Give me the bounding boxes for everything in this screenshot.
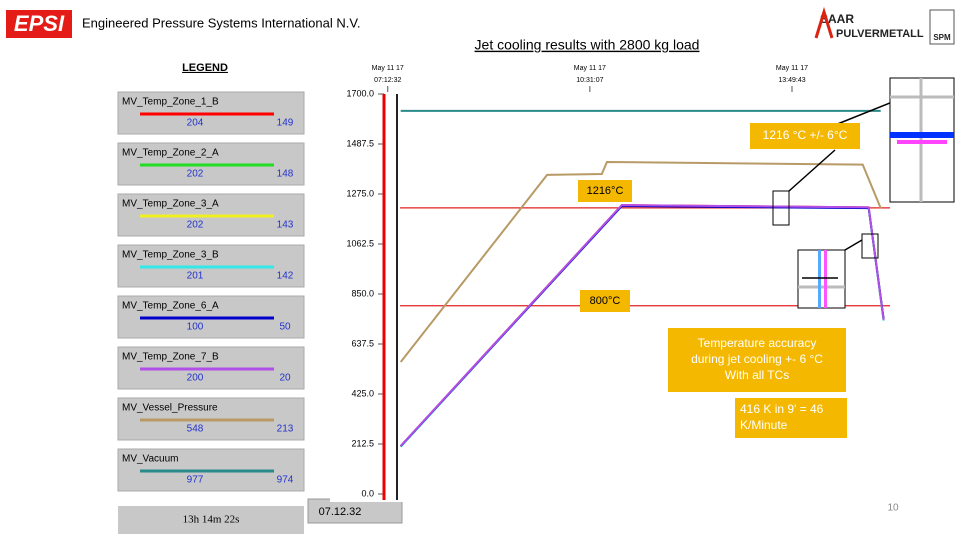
y-tick-label: 850.0 [351, 288, 374, 298]
plot [399, 109, 890, 448]
zoom-marker [861, 233, 879, 259]
legend-value: 213 [277, 424, 294, 435]
inset-line [897, 140, 947, 144]
legend-label: MV_Vessel_Pressure [122, 403, 218, 414]
legend-label: MV_Temp_Zone_6_A [122, 301, 219, 312]
x-tick-label: 10:31:07 [576, 77, 603, 84]
reference-label-box [580, 290, 630, 312]
annotation-box [735, 398, 847, 438]
y-tick-label: 1062.5 [346, 238, 374, 248]
y-tick-label: 425.0 [351, 388, 374, 398]
legend-value: 977 [187, 475, 204, 486]
time: 07.12.32 [319, 506, 362, 518]
annotation: With all TCs [725, 368, 789, 382]
legend-label: MV_Temp_Zone_7_B [122, 352, 219, 363]
legend-value: 142 [277, 271, 294, 282]
series-line [399, 160, 882, 363]
legend-label: MV_Temp_Zone_1_B [122, 97, 219, 108]
partner-logo: PULVERMETALL [836, 28, 924, 40]
logo: EPSI [14, 11, 65, 36]
inset-line [818, 250, 821, 308]
x-tick-date: May 11 17 [372, 65, 404, 72]
grid: 0.0 212.5 425.0 637.5 850.0 1062.5 1275.0 1487.… [346, 65, 808, 499]
annotation: 1216 °C +/- 6°C [763, 128, 848, 142]
y-tick-label: 1487.5 [346, 138, 374, 148]
arrow [834, 102, 891, 126]
partner-icon [814, 6, 834, 39]
inset-bottom [797, 249, 846, 309]
x-tick-label: 07:12:32 [374, 77, 401, 84]
arrow [788, 149, 836, 192]
legend-label: MV_Vacuum [122, 454, 179, 465]
x-tick-label: 13:49:43 [778, 77, 805, 84]
badge: SPM [933, 33, 951, 42]
legend-value: 200 [187, 373, 204, 384]
legend-value: 201 [187, 271, 204, 282]
legend-label: MV_Temp_Zone_2_A [122, 148, 219, 159]
x-tick-date: May 11 17 [776, 65, 808, 72]
elapsed: 13h 14m 22s [183, 514, 240, 526]
legend-value: 100 [187, 322, 204, 333]
annotations: 1216°C 800°C 1216 °C +/- 6°C Temperature ac… [578, 123, 860, 438]
company: Engineered Pressure Systems Internationa… [82, 15, 360, 30]
legend-value: 202 [187, 220, 204, 231]
y-tick-label: 1700.0 [346, 88, 374, 98]
annotation: 416 K in 9' = 46 [740, 402, 824, 416]
series-line [399, 204, 885, 447]
legend-value: 20 [279, 373, 291, 384]
inset-top [889, 77, 955, 203]
reference-label: 1216°C [587, 185, 624, 197]
annotation-box [668, 328, 846, 392]
logo-box [6, 10, 72, 38]
x-tick-date: May 11 17 [574, 65, 606, 72]
elapsed-box [118, 506, 304, 534]
time-box [307, 498, 403, 524]
reference-label: 800°C [590, 295, 621, 307]
annotation: Temperature accuracy [698, 336, 817, 350]
legend-value: 974 [277, 475, 294, 486]
inset [797, 249, 846, 309]
legend-value: 143 [277, 220, 294, 231]
zoom-marker [772, 190, 790, 226]
annotation-box [750, 123, 860, 149]
legend-value: 548 [187, 424, 204, 435]
legend-value: 50 [279, 322, 291, 333]
legend-value: 202 [187, 169, 204, 180]
annotation: during jet cooling +- 6 °C [691, 352, 823, 366]
y-tick-label: 1275.0 [346, 188, 374, 198]
legend: MV_Temp_Zone_1_B 204 149 MV_Temp_Zone_2_A 20… [117, 91, 305, 492]
reference-label-box [578, 180, 632, 202]
legend-value: 148 [277, 169, 294, 180]
legend-title: LEGEND [182, 62, 228, 74]
y-tick-label: 212.5 [351, 438, 374, 448]
page-number: 10 [887, 503, 899, 514]
badge-box [929, 9, 955, 45]
y-tick-label: 637.5 [351, 338, 374, 348]
legend-value: 149 [277, 118, 294, 129]
legend-value: 204 [187, 118, 204, 129]
slide-title: Jet cooling results with 2800 kg load [475, 37, 700, 53]
inset-line [890, 132, 954, 138]
legend-label: MV_Temp_Zone_3_A [122, 199, 219, 210]
arrow [844, 239, 863, 251]
legend-label: MV_Temp_Zone_3_B [122, 250, 219, 261]
y-tick-label: 0.0 [361, 488, 374, 498]
inset-line [824, 250, 827, 308]
annotation: K/Minute [740, 418, 788, 432]
